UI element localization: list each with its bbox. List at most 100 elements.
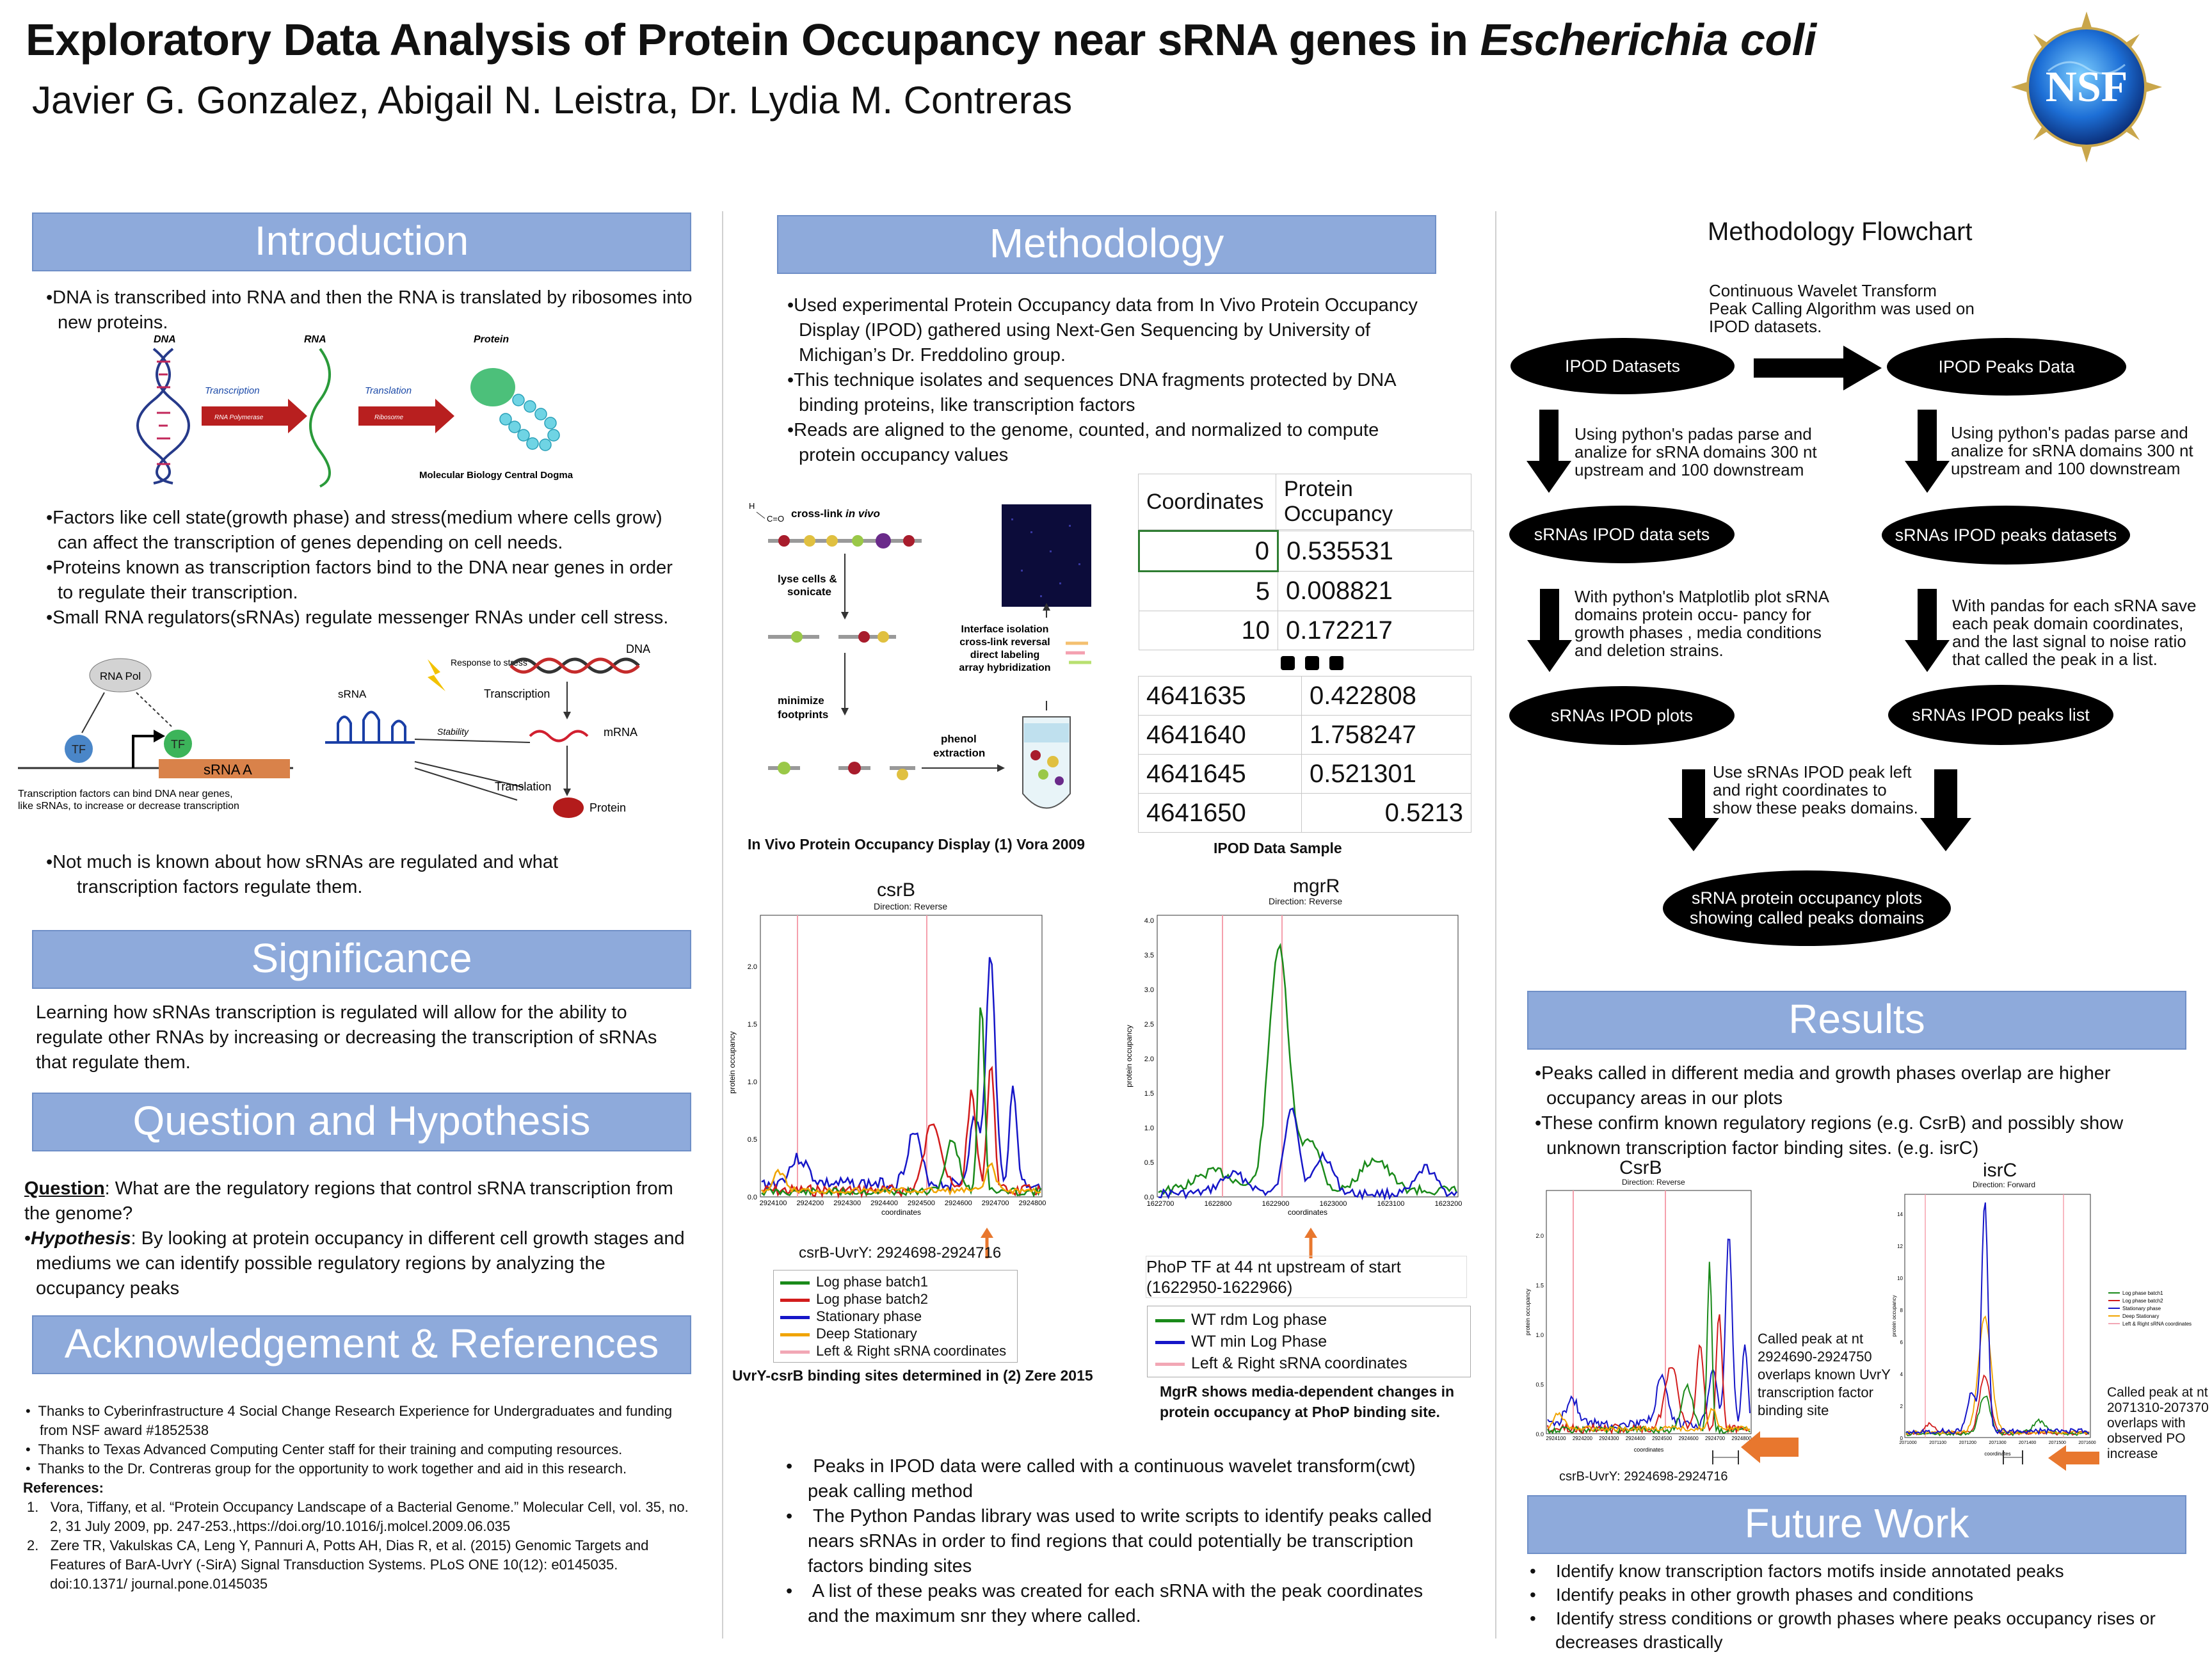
svg-text:C=O: C=O — [767, 514, 784, 524]
results-bullets: •Peaks called in different media and gro… — [1535, 1063, 2124, 1158]
acknowledgement-list: • Thanks to Cyberinfrastructure 4 Social… — [23, 1403, 689, 1592]
x-tick-label: 2924700 — [1705, 1436, 1726, 1441]
svg-text:RNA Pol: RNA Pol — [100, 670, 141, 682]
significance-header: Significance — [32, 930, 691, 989]
protein-icon — [470, 368, 560, 451]
svg-text:Response to stress: Response to stress — [451, 657, 527, 668]
mgrr-phop-note: PhoP TF at 44 nt upstream of start (16229… — [1146, 1256, 1467, 1298]
svg-text:TF: TF — [72, 743, 86, 756]
x-tick-label: 2924600 — [945, 1199, 972, 1207]
right-arrow-icon — [1754, 346, 1882, 390]
results-isrc-title: isrC — [1983, 1160, 2017, 1181]
svg-text:protein occupancy: protein occupancy — [728, 1031, 737, 1093]
x-tick-label: 2924800 — [1019, 1199, 1046, 1207]
svg-text:Ribosome: Ribosome — [374, 414, 403, 421]
intro-bullet-1: •DNA is transcribed into RNA and then th… — [46, 287, 693, 333]
y-tick-label: 0.0 — [1144, 1194, 1154, 1201]
svg-text:TF: TF — [171, 738, 185, 751]
intro-bullets-2: •Factors like cell state(growth phase) a… — [46, 508, 673, 628]
svg-text:cross-link reversal: cross-link reversal — [959, 637, 1050, 648]
srnas-ipod-data-oval: sRNAs IPOD data sets — [1509, 506, 1735, 563]
y-tick-label: 1.5 — [1144, 1090, 1154, 1098]
central-dogma-figure: DNA RNA Protein Transcription RNA Polyme… — [128, 330, 614, 490]
srnas-ipod-peaks-list-oval: sRNAs IPOD peaks list — [1888, 685, 2113, 745]
svg-text:DNA: DNA — [626, 643, 650, 655]
svg-text:protein occupancy: protein occupancy — [1125, 1025, 1134, 1087]
svg-text:coordinates: coordinates — [881, 1208, 921, 1216]
ipod-figure-caption: In Vivo Protein Occupancy Display (1) Vo… — [748, 836, 1086, 853]
x-tick-label: 2924200 — [1573, 1436, 1593, 1441]
y-tick-label: 3.0 — [1144, 986, 1154, 994]
nsf-logo: NSF — [2010, 10, 2163, 164]
table-row: 10 0.172217 — [1139, 611, 1474, 650]
x-tick-label: 1623200 — [1435, 1200, 1463, 1208]
flowchart-top-text: Continuous Wavelet Transform Peak Callin… — [1709, 281, 1975, 336]
x-tick-label: 2071000 — [1899, 1441, 1916, 1445]
table-row: 4641645 0.521301 — [1138, 754, 1471, 794]
methodology-header: Methodology — [777, 215, 1436, 274]
svg-text:Stability: Stability — [437, 726, 469, 737]
results-isrc-peak-bracket — [2003, 1450, 2023, 1464]
x-tick-label: 2071500 — [2049, 1441, 2066, 1445]
column-divider-2 — [1495, 211, 1496, 1639]
srnas-ipod-peaks-oval: sRNAs IPOD peaks datasets — [1882, 506, 2130, 565]
x-tick-label: 1622800 — [1205, 1200, 1232, 1208]
x-tick-label: 2924600 — [1679, 1436, 1699, 1441]
svg-text:coordinates: coordinates — [1984, 1451, 2010, 1457]
svg-text:Left & Right sRNA coordinates: Left & Right sRNA coordinates — [2122, 1321, 2192, 1327]
microarray-icon — [1002, 504, 1091, 607]
svg-text:RNA: RNA — [304, 334, 326, 345]
ipod-data-table: Coordinates Protein Occupancy 0 0.535531 … — [1138, 474, 1484, 833]
svg-text:H: H — [749, 501, 755, 511]
y-tick-label: 2.0 — [1535, 1233, 1544, 1239]
results-csrb-subtitle: Direction: Reverse — [1622, 1178, 1685, 1187]
y-tick-label: 12 — [1897, 1244, 1903, 1249]
results-isrc-plot: protein occupancy 0 2 4 6 8 10 12 14 2071000 207… — [1892, 1194, 2192, 1457]
x-tick-label: 2924500 — [1652, 1436, 1672, 1441]
column-divider-1 — [722, 211, 723, 1639]
svg-text:minimize: minimize — [778, 694, 824, 707]
x-tick-label: 2924800 — [1731, 1436, 1752, 1441]
mgrr-plot-subtitle: Direction: Reverse — [1269, 896, 1343, 906]
rna-strand-icon — [309, 348, 331, 488]
flow-left-text-1: Using python's padas parse and analize f… — [1575, 424, 1817, 479]
csrb-caption: UvrY-csrB binding sites determined in (2… — [732, 1367, 1093, 1384]
transcription-arrow-icon — [202, 399, 307, 433]
svg-text:phenol: phenol — [941, 733, 977, 745]
y-tick-label: 0.5 — [1144, 1159, 1154, 1167]
svg-text:protein occupancy: protein occupancy — [1525, 1288, 1531, 1336]
ipod-table-caption: IPOD Data Sample — [1214, 840, 1342, 856]
y-tick-label: 1.5 — [748, 1021, 757, 1029]
y-tick-label: 1.0 — [1144, 1125, 1154, 1132]
svg-text:sonicate: sonicate — [787, 586, 831, 598]
y-tick-label: 2 — [1900, 1404, 1903, 1409]
down-arrow-icon — [1905, 589, 1950, 672]
x-tick-label: 2071200 — [1959, 1441, 1976, 1445]
future-work-list: • Identify know transcription factors mo… — [1530, 1561, 2156, 1652]
ipod-datasets-oval: IPOD Datasets — [1511, 338, 1735, 394]
x-tick-label: 2924300 — [1599, 1436, 1619, 1441]
down-arrow-icon — [1905, 410, 1950, 493]
srna-gene-box — [159, 759, 290, 778]
csrb-arrow-icon — [979, 1228, 995, 1262]
svg-text:Stationary phase: Stationary phase — [2122, 1306, 2161, 1311]
mgrr-legend: WT rdm Log phase WT min Log Phase Left &… — [1147, 1306, 1471, 1377]
y-tick-label: 1.0 — [1535, 1332, 1544, 1338]
y-tick-label: 0.0 — [748, 1194, 757, 1201]
table-row: 4641640 1.758247 — [1138, 715, 1471, 755]
poster-title: Exploratory Data Analysis of Protein Occ… — [26, 15, 1816, 65]
protein-blob-icon — [553, 797, 584, 818]
tf-caption: Transcription factors can bind DNA near … — [18, 789, 239, 812]
svg-text:Deep Stationary: Deep Stationary — [2122, 1313, 2159, 1319]
table-header: Coordinates — [1138, 474, 1276, 530]
mgrr-arrow-icon — [1303, 1228, 1318, 1262]
y-tick-label: 4.0 — [1144, 917, 1154, 925]
ipod-method-figure: H C=O cross-link in vivo lyse cells & soni… — [730, 493, 1114, 826]
y-tick-label: 2.0 — [748, 963, 757, 971]
callout-arrow-icon — [2048, 1445, 2099, 1471]
table-row: 5 0.008821 — [1139, 571, 1474, 611]
down-arrow-icon — [1668, 769, 1719, 851]
y-tick-label: 1.5 — [1535, 1283, 1544, 1289]
tf-icon — [65, 735, 93, 763]
y-tick-label: 1.0 — [748, 1078, 757, 1086]
